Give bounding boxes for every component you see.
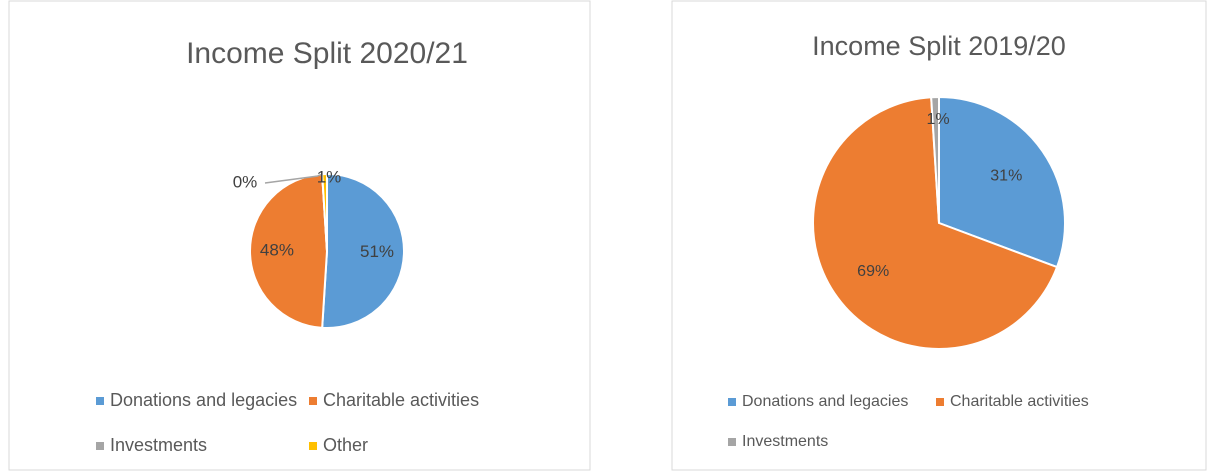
data-label: 1% xyxy=(926,111,949,128)
legend-swatch xyxy=(936,398,944,406)
data-label: 48% xyxy=(260,240,294,259)
legend-label: Donations and legacies xyxy=(742,393,908,410)
pie-slice xyxy=(321,172,405,329)
data-label: 51% xyxy=(360,242,394,261)
legend-swatch xyxy=(96,397,104,405)
chart-title: Income Split 2019/20 xyxy=(812,31,1066,61)
data-label: 1% xyxy=(317,167,342,186)
chart-title: Income Split 2020/21 xyxy=(186,37,468,70)
legend-label: Charitable activities xyxy=(950,393,1089,410)
legend-label: Donations and legacies xyxy=(110,390,297,410)
leader-line xyxy=(264,173,323,184)
legend-label: Investments xyxy=(742,433,828,450)
legend-swatch xyxy=(309,442,317,450)
pie-slice xyxy=(321,172,328,252)
legend-swatch xyxy=(309,397,317,405)
data-label: 0% xyxy=(233,172,258,191)
pie-slice xyxy=(930,95,940,224)
legend-label: Charitable activities xyxy=(323,390,479,410)
legend-swatch xyxy=(96,442,104,450)
pie-slice xyxy=(249,173,329,329)
legend-swatch xyxy=(728,398,736,406)
legend-swatch xyxy=(728,438,736,446)
legend-label: Investments xyxy=(110,435,207,455)
pie-slice xyxy=(938,95,1066,269)
data-label: 31% xyxy=(990,168,1022,185)
legend-label: Other xyxy=(323,435,368,455)
pie-slice xyxy=(812,96,1059,350)
data-label: 69% xyxy=(857,263,889,280)
